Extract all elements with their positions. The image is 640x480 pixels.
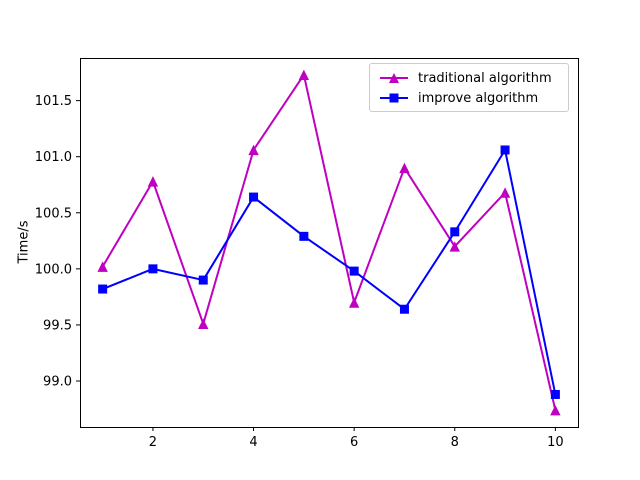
data-point-triangle-icon (399, 162, 410, 174)
data-point-triangle-icon (147, 176, 159, 187)
data-point-triangle-icon (348, 297, 360, 308)
data-point-triangle-icon (298, 69, 310, 81)
y-tick-label: 100.5 (35, 206, 72, 221)
legend-line-square-icon (380, 93, 408, 103)
x-tick-label: 6 (350, 435, 358, 450)
x-tick-label: 8 (451, 435, 459, 450)
legend-line-triangle-icon (380, 73, 408, 83)
series-line-square (102, 148, 557, 395)
y-tick-label: 100.0 (35, 262, 72, 277)
data-point-square-icon (399, 304, 409, 314)
y-axis-label: Time/s (16, 220, 32, 264)
legend: traditional algorithm improve algorithm (369, 63, 569, 112)
axes-spines (80, 58, 579, 428)
y-tick-label: 99.0 (43, 375, 72, 390)
legend-label: improve algorithm (418, 90, 539, 106)
x-tick-label: 10 (547, 435, 564, 450)
x-tick-label: 2 (149, 435, 157, 450)
y-tick-label: 101.5 (35, 94, 72, 109)
data-point-triangle-icon (550, 404, 561, 416)
data-point-triangle-icon (198, 318, 209, 330)
data-point-square-icon (198, 275, 208, 285)
data-point-square-icon (249, 192, 259, 202)
data-point-square-icon (349, 266, 359, 276)
y-tick-label: 101.0 (35, 150, 72, 165)
data-point-triangle-icon (499, 187, 511, 198)
y-tick-label: 99.5 (43, 318, 72, 333)
data-point-square-icon (148, 264, 158, 274)
data-point-square-icon (98, 284, 108, 294)
legend-item-improve-algorithm: improve algorithm (379, 88, 560, 108)
legend-label: traditional algorithm (418, 70, 552, 86)
legend-item-traditional-algorithm: traditional algorithm (379, 68, 560, 88)
data-point-triangle-icon (248, 144, 259, 156)
x-tick-label: 4 (249, 435, 257, 450)
data-point-square-icon (450, 227, 460, 237)
data-point-square-icon (299, 231, 309, 241)
series-line-triangle-up (101, 73, 557, 411)
data-point-triangle-icon (97, 261, 108, 272)
data-point-triangle-icon (449, 241, 460, 252)
data-point-square-icon (500, 145, 510, 155)
data-point-square-icon (550, 389, 560, 399)
